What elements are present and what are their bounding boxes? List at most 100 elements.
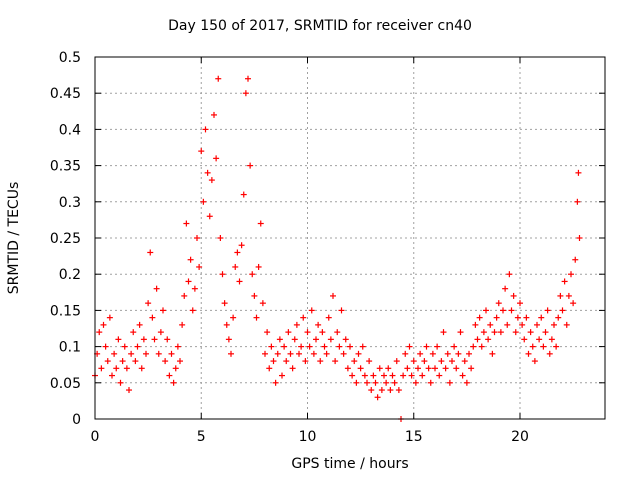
data-point bbox=[525, 350, 532, 357]
data-point bbox=[206, 213, 213, 220]
data-point bbox=[474, 336, 481, 343]
data-point bbox=[438, 358, 445, 365]
data-point bbox=[529, 343, 536, 350]
y-tick-label: 0.5 bbox=[59, 50, 81, 66]
data-point bbox=[387, 387, 394, 394]
data-point bbox=[336, 343, 343, 350]
data-point bbox=[115, 336, 122, 343]
ticks: 0 5 10 15 20 0 0.05 0.1 0.15 0.2 0.25 0.3 0.35 0.4 0.4… bbox=[50, 50, 605, 445]
data-point bbox=[281, 343, 288, 350]
data-point bbox=[555, 314, 562, 321]
data-point bbox=[453, 365, 460, 372]
data-point bbox=[136, 321, 143, 328]
data-point bbox=[372, 379, 379, 386]
data-point bbox=[565, 292, 572, 299]
data-point bbox=[149, 314, 156, 321]
data-point bbox=[304, 329, 311, 336]
data-point bbox=[406, 343, 413, 350]
data-point bbox=[442, 365, 449, 372]
data-point bbox=[211, 111, 217, 118]
data-point bbox=[551, 321, 557, 328]
data-point bbox=[410, 358, 417, 365]
data-point bbox=[245, 75, 251, 82]
data-point bbox=[272, 379, 279, 386]
data-point bbox=[319, 329, 326, 336]
data-point bbox=[340, 350, 347, 357]
x-tick-label: 5 bbox=[197, 429, 206, 445]
data-point bbox=[395, 387, 402, 394]
y-tick-label: 0.45 bbox=[50, 86, 81, 102]
data-point bbox=[151, 336, 158, 343]
data-point bbox=[168, 350, 175, 357]
data-point bbox=[315, 321, 322, 328]
data-point bbox=[98, 365, 105, 372]
data-point bbox=[497, 329, 504, 336]
data-point bbox=[542, 329, 549, 336]
data-point bbox=[100, 321, 107, 328]
data-point bbox=[506, 271, 513, 278]
data-point bbox=[502, 285, 509, 292]
x-tick-label: 10 bbox=[299, 429, 317, 445]
y-tick-label: 0.2 bbox=[59, 267, 81, 283]
y-tick-label: 0.4 bbox=[59, 122, 81, 138]
data-point bbox=[251, 292, 258, 299]
data-point bbox=[200, 198, 207, 205]
x-axis-label: GPS time / hours bbox=[291, 456, 409, 472]
data-point bbox=[249, 271, 256, 278]
data-point bbox=[378, 387, 385, 394]
data-point bbox=[240, 191, 247, 198]
data-point bbox=[191, 285, 198, 292]
data-point bbox=[106, 314, 113, 321]
data-point bbox=[436, 372, 443, 379]
data-point bbox=[572, 256, 579, 263]
data-point bbox=[185, 278, 192, 285]
data-point bbox=[561, 278, 568, 285]
data-point bbox=[355, 350, 362, 357]
data-point bbox=[449, 358, 455, 365]
data-point bbox=[478, 343, 485, 350]
data-point bbox=[351, 358, 358, 365]
data-point bbox=[421, 358, 428, 365]
data-point bbox=[404, 365, 411, 372]
data-point bbox=[121, 343, 128, 350]
data-point bbox=[370, 372, 377, 379]
data-point bbox=[570, 300, 577, 307]
data-point bbox=[463, 379, 470, 386]
data-point bbox=[268, 343, 275, 350]
data-point bbox=[444, 350, 451, 357]
data-point bbox=[523, 314, 530, 321]
data-point bbox=[347, 343, 353, 350]
data-point bbox=[276, 336, 283, 343]
data-point bbox=[198, 148, 205, 155]
data-point bbox=[109, 372, 115, 379]
data-point bbox=[557, 292, 564, 299]
data-point bbox=[230, 314, 237, 321]
data-point bbox=[143, 350, 149, 357]
data-point bbox=[434, 343, 441, 350]
data-point bbox=[534, 321, 540, 328]
data-point bbox=[408, 372, 415, 379]
data-point bbox=[568, 271, 574, 278]
data-point bbox=[455, 350, 462, 357]
data-point bbox=[128, 350, 135, 357]
data-point bbox=[412, 379, 419, 386]
data-point bbox=[270, 358, 277, 365]
data-point bbox=[147, 249, 154, 256]
data-point bbox=[213, 155, 220, 162]
data-point bbox=[366, 358, 373, 365]
data-point bbox=[302, 358, 309, 365]
data-point bbox=[266, 365, 273, 372]
data-point bbox=[287, 350, 294, 357]
data-point bbox=[285, 329, 292, 336]
data-point bbox=[574, 198, 581, 205]
data-point bbox=[466, 350, 472, 357]
data-point bbox=[293, 321, 300, 328]
x-tick-label: 15 bbox=[405, 429, 423, 445]
data-point bbox=[576, 235, 583, 241]
data-point bbox=[113, 365, 120, 372]
data-point bbox=[296, 350, 302, 357]
data-point bbox=[221, 300, 228, 307]
data-point bbox=[527, 329, 534, 336]
data-point bbox=[476, 314, 483, 321]
data-point bbox=[202, 126, 209, 133]
